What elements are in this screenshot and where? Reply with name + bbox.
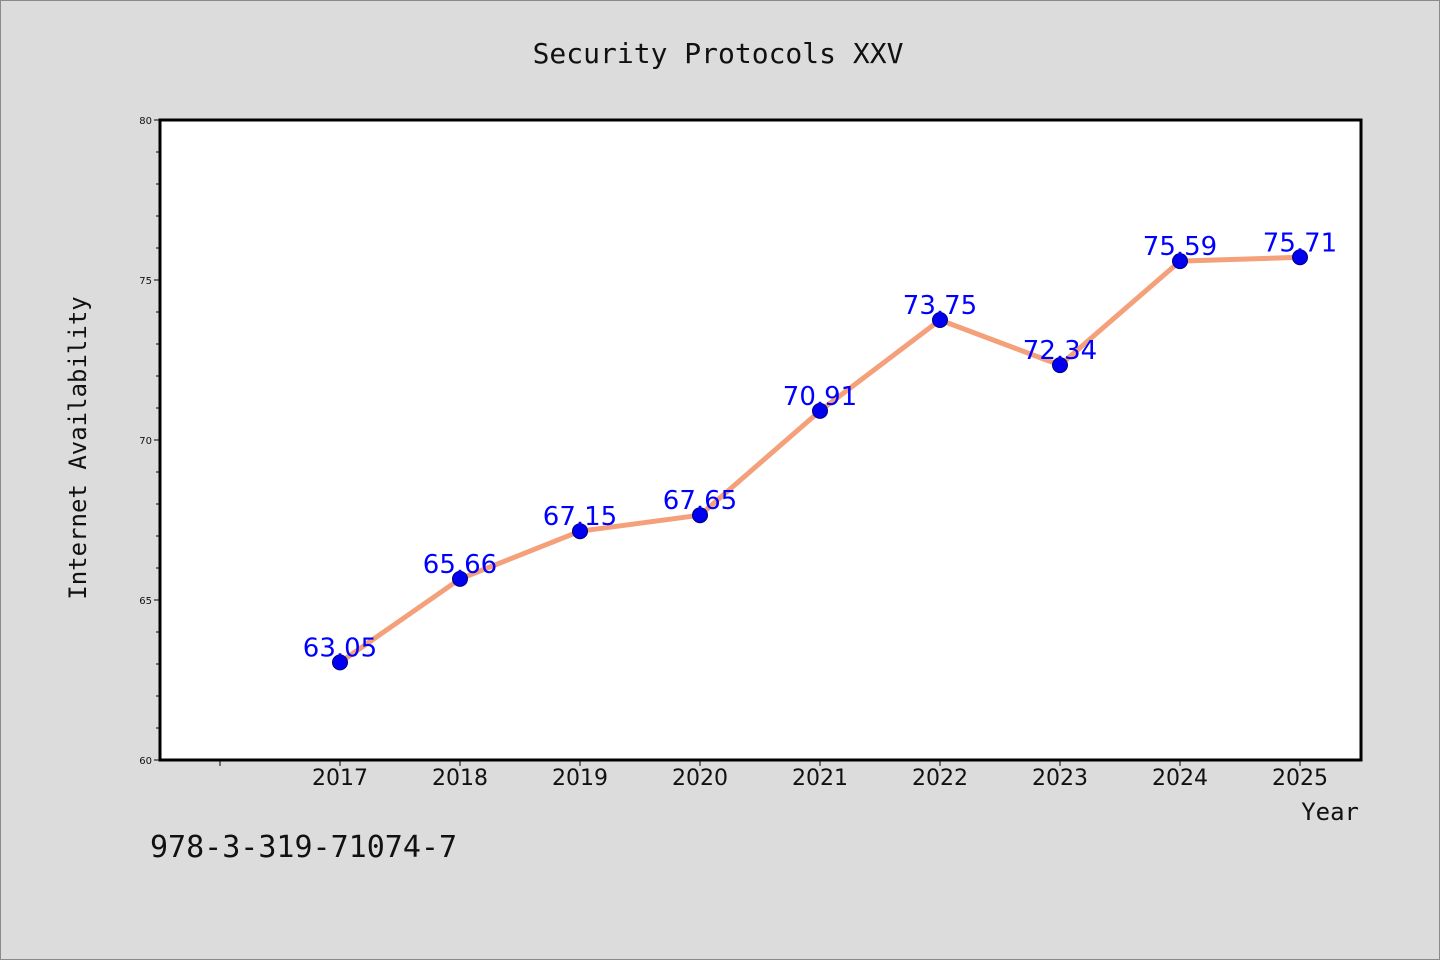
- x-tick-label: 2022: [912, 766, 968, 791]
- y-tick-label: 60: [139, 756, 152, 767]
- x-tick-label: 2025: [1272, 766, 1328, 791]
- x-tick-label: 2024: [1152, 766, 1208, 791]
- y-axis-label: Internet Availability: [64, 296, 92, 599]
- series-layer: 63.05 65.66 67.15 67.65 70.91 73.75 72.34 75.59…: [303, 228, 1337, 671]
- data-point: [812, 402, 828, 419]
- data-point: [332, 654, 348, 671]
- data-label: 72.34: [1023, 336, 1097, 366]
- data-label: 75.71: [1263, 228, 1337, 258]
- x-axis-label: Year: [1301, 798, 1359, 826]
- data-label: 63.05: [303, 633, 377, 663]
- data-label: 65.66: [423, 550, 497, 580]
- data-point: [1052, 357, 1068, 374]
- x-tick-label: 2017: [312, 766, 368, 791]
- data-label: 75.59: [1143, 232, 1217, 262]
- data-point: [692, 507, 708, 524]
- data-label: 70.91: [783, 382, 857, 412]
- chart-title: Security Protocols XXV: [533, 37, 904, 70]
- x-tick-label: 2020: [672, 766, 728, 791]
- data-point: [452, 570, 468, 587]
- data-point: [1172, 253, 1188, 270]
- x-tick-label: 2023: [1032, 766, 1088, 791]
- x-tick-label: 2021: [792, 766, 848, 791]
- x-tick-label: 2018: [432, 766, 488, 791]
- x-tick-label: 2019: [552, 766, 608, 791]
- data-label: 73.75: [903, 291, 977, 321]
- isbn-text: 978-3-319-71074-7: [150, 830, 458, 865]
- y-tick-label: 75: [139, 276, 152, 287]
- data-label: 67.15: [543, 502, 617, 532]
- plot-area: [158, 118, 1363, 762]
- data-point: [572, 523, 588, 540]
- data-point: [932, 312, 948, 328]
- y-axis: 60 65 70 75 80: [139, 116, 160, 767]
- y-tick-label: 65: [139, 596, 152, 607]
- y-tick-label: 70: [139, 436, 152, 447]
- data-point: [1292, 249, 1308, 266]
- x-axis: 2017 2018 2019 2020 2021 2022 2023 2024 2025: [219, 760, 1328, 791]
- data-label: 67.65: [663, 486, 737, 516]
- y-tick-label: 80: [139, 116, 152, 127]
